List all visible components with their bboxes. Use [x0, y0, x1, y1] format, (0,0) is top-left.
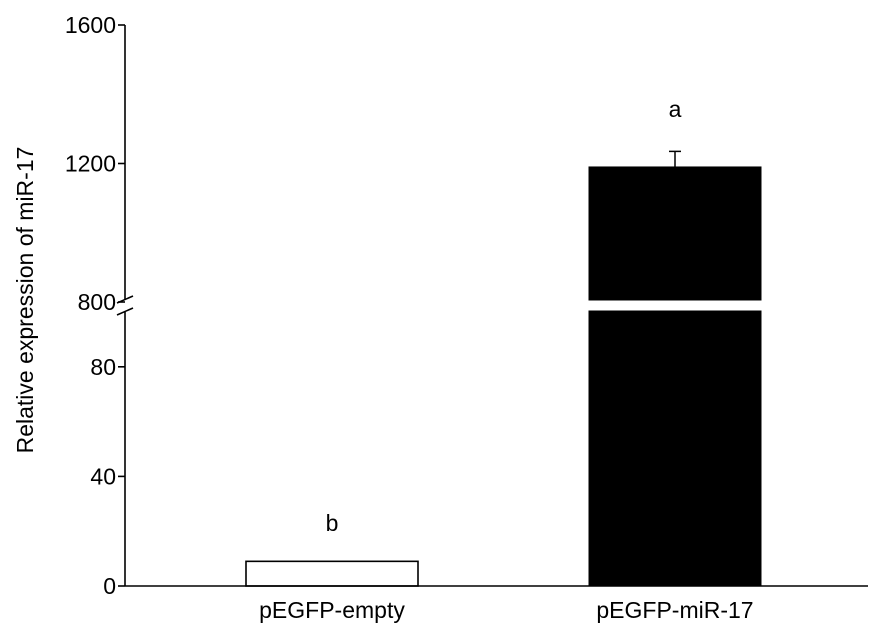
x-tick-label: pEGFP-empty: [259, 597, 405, 623]
bar: [588, 166, 762, 301]
y-axis-label: Relative expression of miR-17: [12, 147, 38, 454]
y-tick-label: 40: [90, 463, 116, 489]
significance-label: a: [669, 96, 682, 122]
significance-label: b: [326, 510, 339, 536]
y-tick-label: 800: [78, 289, 116, 315]
y-tick-label: 80: [90, 354, 116, 380]
axis-break-mark: [116, 307, 134, 316]
bar: [245, 560, 419, 587]
y-tick-label: 0: [103, 573, 116, 599]
x-tick-label: pEGFP-miR-17: [596, 597, 753, 623]
y-tick-label: 1600: [65, 12, 116, 38]
bar: [588, 310, 762, 587]
y-tick-label: 1200: [65, 151, 116, 177]
